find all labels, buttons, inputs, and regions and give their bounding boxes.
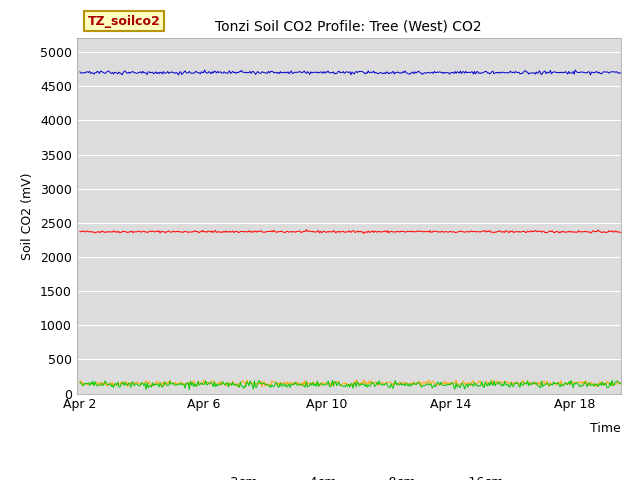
-8cm: [617, 381, 625, 386]
-2cm: [303, 227, 310, 232]
Legend: -2cm, -4cm, -8cm, -16cm: -2cm, -4cm, -8cm, -16cm: [189, 471, 508, 480]
Y-axis label: Soil CO2 (mV): Soil CO2 (mV): [21, 172, 35, 260]
Text: Time: Time: [590, 422, 621, 435]
-8cm: [606, 380, 614, 385]
-16cm: [370, 68, 378, 74]
-16cm: [337, 70, 345, 75]
-4cm: [617, 380, 625, 385]
-4cm: [353, 377, 360, 383]
-4cm: [234, 384, 242, 390]
-4cm: [400, 381, 408, 386]
-8cm: [520, 380, 528, 385]
Title: Tonzi Soil CO2 Profile: Tree (West) CO2: Tonzi Soil CO2 Profile: Tree (West) CO2: [216, 19, 482, 33]
-2cm: [617, 229, 625, 235]
-2cm: [522, 229, 529, 235]
-8cm: [399, 382, 407, 387]
-4cm: [371, 380, 379, 385]
-8cm: [567, 377, 575, 383]
-2cm: [76, 228, 84, 234]
-16cm: [520, 68, 528, 74]
-4cm: [76, 379, 84, 385]
-4cm: [337, 382, 345, 388]
-16cm: [201, 67, 209, 73]
Line: -2cm: -2cm: [80, 229, 621, 233]
Line: -16cm: -16cm: [80, 70, 621, 75]
-2cm: [337, 229, 345, 235]
-4cm: [606, 381, 614, 386]
Text: TZ_soilco2: TZ_soilco2: [88, 15, 161, 28]
-16cm: [587, 72, 595, 78]
-8cm: [370, 381, 378, 386]
-2cm: [606, 228, 614, 234]
-2cm: [334, 229, 342, 235]
-16cm: [334, 69, 342, 75]
-16cm: [617, 70, 625, 76]
-8cm: [76, 380, 84, 385]
-16cm: [399, 69, 407, 74]
-2cm: [400, 228, 408, 234]
-8cm: [337, 382, 345, 388]
-8cm: [334, 381, 342, 386]
-4cm: [522, 380, 529, 386]
-2cm: [371, 228, 379, 234]
Line: -4cm: -4cm: [80, 380, 621, 387]
-8cm: [186, 387, 193, 393]
-2cm: [360, 230, 368, 236]
-4cm: [334, 378, 342, 384]
Line: -8cm: -8cm: [80, 380, 621, 390]
-16cm: [606, 69, 614, 75]
-16cm: [76, 69, 84, 75]
